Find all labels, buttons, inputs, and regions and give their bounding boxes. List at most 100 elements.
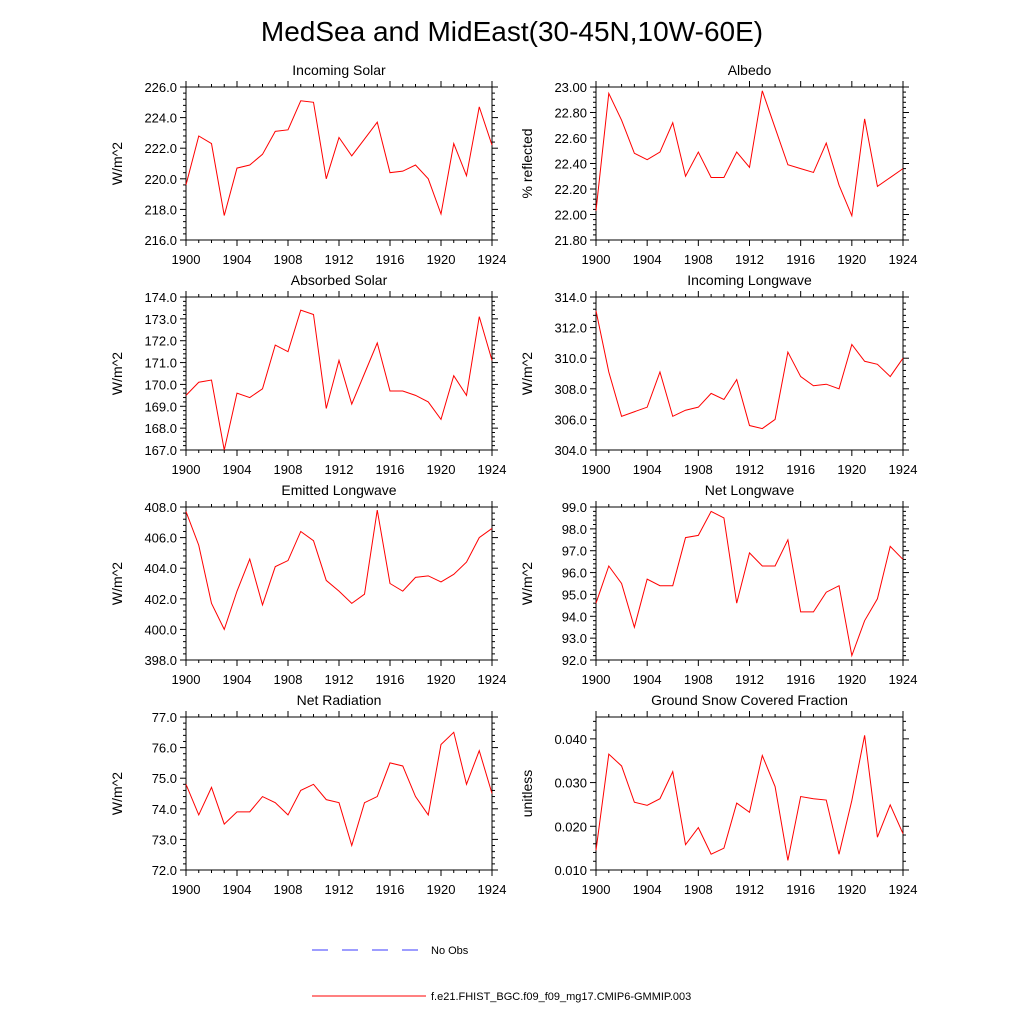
- y-tick-label: 0.030: [554, 776, 587, 791]
- panel-title: Albedo: [728, 62, 772, 78]
- panel-title: Net Radiation: [297, 692, 382, 708]
- panel-absorbed-solar: Absorbed Solar W/m^2 1900 1904 1908 1912 1916 1…: [109, 272, 506, 477]
- panel-net-radiation: Net Radiation W/m^2 1900 1904 1908 1912 1916 19…: [109, 692, 506, 897]
- x-tick-label: 1920: [427, 462, 456, 477]
- x-tick-label: 1900: [582, 462, 611, 477]
- y-tick-label: 22.20: [554, 182, 587, 197]
- y-axis-label: W/m^2: [109, 352, 125, 395]
- y-tick-label: 314.0: [554, 290, 587, 305]
- x-tick-label: 1900: [172, 672, 201, 687]
- x-tick-label: 1916: [376, 252, 405, 267]
- y-axis-label: W/m^2: [109, 772, 125, 815]
- x-tick-label: 1912: [325, 252, 354, 267]
- x-tick-label: 1916: [786, 882, 815, 897]
- x-tick-label: 1920: [427, 672, 456, 687]
- panel-title: Emitted Longwave: [281, 482, 396, 498]
- x-tick-label: 1908: [274, 462, 303, 477]
- x-tick-label: 1904: [633, 882, 662, 897]
- x-tick-label: 1908: [274, 672, 303, 687]
- plot-frame: [595, 296, 904, 451]
- y-tick-label: 398.0: [144, 653, 177, 668]
- x-tick-label: 1908: [684, 252, 713, 267]
- y-tick-label: 0.020: [554, 819, 587, 834]
- y-tick-label: 400.0: [144, 622, 177, 637]
- series-line: [185, 731, 493, 848]
- y-tick-label: 408.0: [144, 500, 177, 515]
- x-tick-label: 1912: [325, 462, 354, 477]
- x-tick-label: 1924: [889, 672, 918, 687]
- y-tick-label: 406.0: [144, 531, 177, 546]
- x-tick-label: 1912: [735, 882, 764, 897]
- y-tick-label: 22.80: [554, 106, 587, 121]
- plot-frame: [185, 86, 493, 241]
- y-tick-label: 404.0: [144, 561, 177, 576]
- y-tick-label: 226.0: [144, 80, 177, 95]
- x-tick-label: 1912: [735, 252, 764, 267]
- y-axis-label: % reflected: [519, 128, 535, 198]
- y-tick-label: 312.0: [554, 321, 587, 336]
- x-tick-label: 1900: [172, 462, 201, 477]
- x-tick-label: 1908: [274, 252, 303, 267]
- y-axis-label: W/m^2: [109, 142, 125, 185]
- y-tick-label: 98.0: [562, 522, 587, 537]
- x-tick-label: 1920: [837, 672, 866, 687]
- panel-title: Incoming Solar: [292, 62, 386, 78]
- x-tick-label: 1904: [633, 672, 662, 687]
- panel-emitted-longwave: Emitted Longwave W/m^2 1900 1904 1908 1912 191…: [109, 482, 506, 687]
- x-tick-label: 1912: [325, 882, 354, 897]
- x-tick-label: 1908: [684, 462, 713, 477]
- x-tick-label: 1924: [889, 252, 918, 267]
- y-tick-label: 99.0: [562, 500, 587, 515]
- y-tick-label: 21.80: [554, 233, 587, 248]
- y-tick-label: 304.0: [554, 443, 587, 458]
- y-tick-label: 402.0: [144, 592, 177, 607]
- x-tick-label: 1920: [837, 252, 866, 267]
- y-tick-label: 306.0: [554, 412, 587, 427]
- x-tick-label: 1904: [223, 882, 252, 897]
- y-tick-label: 22.00: [554, 208, 587, 223]
- x-tick-label: 1908: [684, 882, 713, 897]
- y-tick-label: 220.0: [144, 172, 177, 187]
- y-tick-label: 96.0: [562, 566, 587, 581]
- plot-frame: [595, 506, 904, 661]
- y-tick-label: 171.0: [144, 356, 177, 371]
- x-tick-label: 1924: [889, 462, 918, 477]
- panel-grid: Incoming Solar W/m^2 1900 1904 1908 1912 1916 1…: [109, 62, 917, 897]
- x-tick-label: 1916: [786, 672, 815, 687]
- x-tick-label: 1924: [478, 252, 507, 267]
- y-tick-label: 222.0: [144, 141, 177, 156]
- x-tick-label: 1908: [684, 672, 713, 687]
- y-tick-label: 95.0: [562, 587, 587, 602]
- y-tick-label: 22.40: [554, 157, 587, 172]
- y-tick-label: 170.0: [144, 377, 177, 392]
- series-line: [185, 509, 493, 631]
- y-tick-label: 174.0: [144, 290, 177, 305]
- x-tick-label: 1924: [478, 882, 507, 897]
- x-tick-label: 1916: [786, 462, 815, 477]
- x-tick-label: 1920: [837, 462, 866, 477]
- x-tick-label: 1916: [786, 252, 815, 267]
- panel-incoming-longwave: Incoming Longwave W/m^2 1900 1904 1908 1912 19…: [519, 272, 917, 477]
- y-tick-label: 74.0: [152, 802, 177, 817]
- x-tick-label: 1912: [325, 672, 354, 687]
- x-tick-label: 1900: [582, 252, 611, 267]
- y-axis-label: W/m^2: [519, 352, 535, 395]
- x-tick-label: 1920: [837, 882, 866, 897]
- series-line: [595, 735, 904, 861]
- figure-title: MedSea and MidEast(30-45N,10W-60E): [261, 16, 763, 47]
- x-tick-label: 1912: [735, 672, 764, 687]
- x-tick-label: 1900: [582, 672, 611, 687]
- y-tick-label: 168.0: [144, 421, 177, 436]
- y-tick-label: 75.0: [152, 771, 177, 786]
- x-tick-label: 1924: [889, 882, 918, 897]
- y-tick-label: 94.0: [562, 609, 587, 624]
- y-tick-label: 72.0: [152, 863, 177, 878]
- panel-net-longwave: Net Longwave W/m^2 1900 1904 1908 1912 1916 192…: [519, 482, 917, 687]
- y-tick-label: 169.0: [144, 399, 177, 414]
- panel-title: Net Longwave: [705, 482, 795, 498]
- x-tick-label: 1904: [223, 252, 252, 267]
- y-tick-label: 73.0: [152, 832, 177, 847]
- y-tick-label: 0.010: [554, 863, 587, 878]
- y-tick-label: 308.0: [554, 382, 587, 397]
